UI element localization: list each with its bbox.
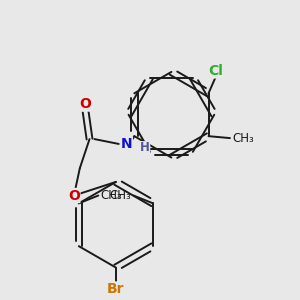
Text: Br: Br bbox=[107, 282, 125, 296]
Text: CH₃: CH₃ bbox=[100, 189, 122, 202]
Text: CH₃: CH₃ bbox=[110, 189, 132, 202]
Text: H: H bbox=[140, 141, 150, 154]
Text: O: O bbox=[68, 188, 80, 203]
Text: N: N bbox=[121, 137, 132, 151]
Text: Cl: Cl bbox=[208, 64, 223, 78]
Text: CH₃: CH₃ bbox=[233, 132, 255, 145]
Text: O: O bbox=[80, 97, 92, 111]
